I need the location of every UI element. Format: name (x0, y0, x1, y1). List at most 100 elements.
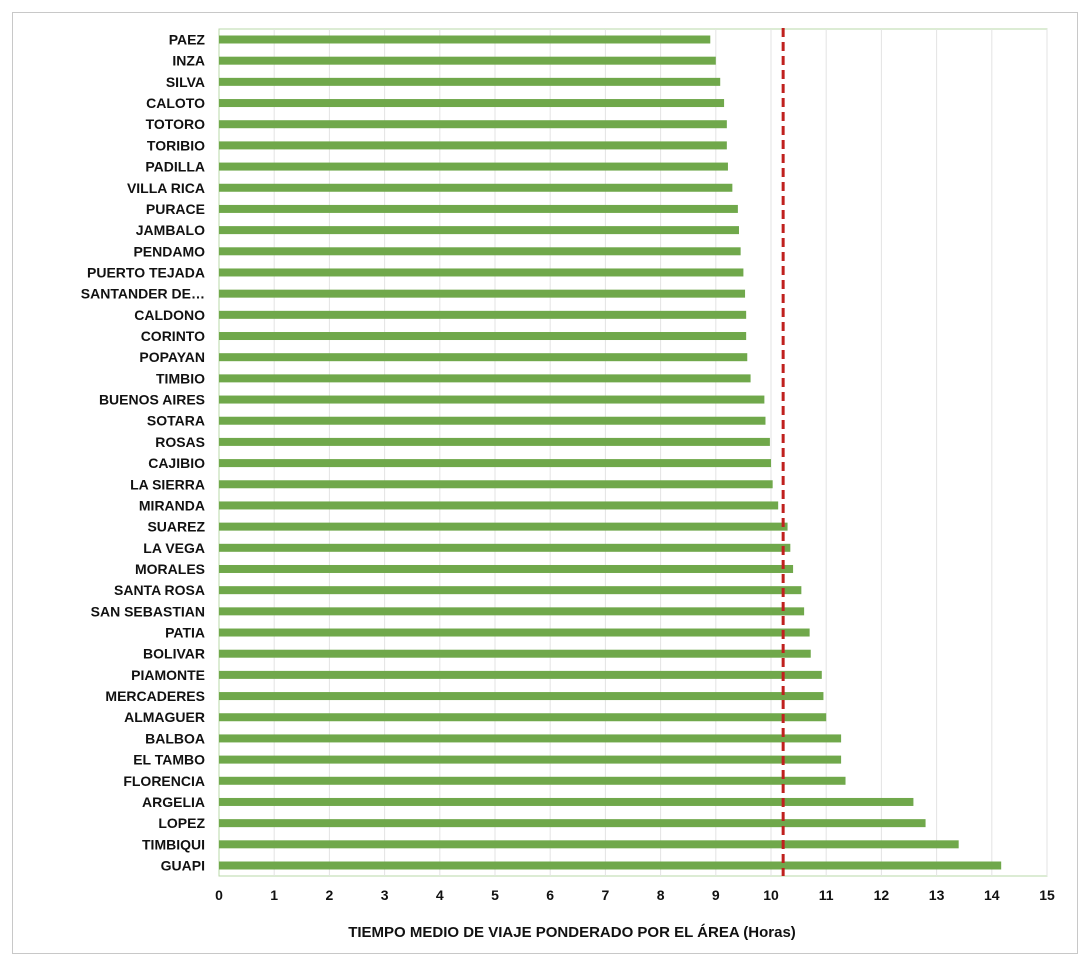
x-axis-title: TIEMPO MEDIO DE VIAJE PONDERADO POR EL Á… (348, 924, 796, 941)
category-label: PURACE (146, 201, 205, 217)
category-label: TIMBIQUI (142, 836, 205, 852)
bar (219, 755, 842, 764)
bar (219, 204, 738, 213)
bar (219, 289, 746, 298)
bar (219, 310, 747, 319)
category-label: FLORENCIA (123, 773, 205, 789)
x-tick-label: 11 (819, 887, 834, 903)
bar (219, 861, 1002, 870)
bar (219, 35, 711, 44)
category-label: BALBOA (145, 730, 205, 746)
bar (219, 120, 727, 129)
x-tick-label: 10 (763, 887, 779, 903)
bar (219, 459, 771, 468)
category-label: MERCADERES (105, 688, 205, 704)
chart-frame (12, 12, 1078, 954)
x-tick-label: 4 (436, 887, 444, 903)
x-tick-labels: 0 1 2 3 4 5 6 7 8 9 10 11 12 13 14 15 (215, 887, 1055, 903)
bar (219, 480, 773, 489)
bar (219, 649, 811, 658)
bar (219, 374, 751, 383)
x-tick-label: 6 (546, 887, 554, 903)
category-label: MIRANDA (139, 497, 205, 513)
bar (219, 332, 747, 341)
bar (219, 797, 914, 806)
bar (219, 162, 728, 171)
category-label: LA SIERRA (130, 476, 205, 492)
bar (219, 395, 765, 404)
bar (219, 776, 846, 785)
category-label: MORALES (135, 561, 205, 577)
x-tick-label: 8 (657, 887, 665, 903)
category-label: BUENOS AIRES (99, 392, 205, 408)
bar (219, 819, 926, 828)
category-label: PUERTO TEJADA (87, 264, 205, 280)
bar (219, 226, 739, 235)
category-label: TIMBIO (156, 370, 205, 386)
category-label: PADILLA (145, 159, 205, 175)
bar (219, 543, 791, 552)
bar (219, 77, 721, 86)
category-label: EL TAMBO (133, 752, 205, 768)
x-tick-label: 13 (929, 887, 945, 903)
bar (219, 586, 802, 595)
x-tick-label: 7 (602, 887, 610, 903)
x-tick-label: 14 (984, 887, 1000, 903)
category-label: PAEZ (169, 32, 206, 48)
category-label: SOTARA (147, 413, 205, 429)
category-label: SUAREZ (147, 519, 205, 535)
bar (219, 628, 810, 637)
bars (219, 35, 1002, 870)
bar (219, 416, 766, 425)
x-tick-label: 3 (381, 887, 389, 903)
category-label: VILLA RICA (127, 180, 205, 196)
bar (219, 564, 794, 573)
category-label: PATIA (165, 625, 205, 641)
category-label: TOTORO (146, 116, 205, 132)
plot-area (218, 28, 1048, 877)
category-label: CAJIBIO (148, 455, 205, 471)
bar (219, 692, 824, 701)
x-tick-label: 12 (874, 887, 890, 903)
x-tick-label: 5 (491, 887, 499, 903)
category-label: LA VEGA (143, 540, 205, 556)
bar (219, 353, 748, 362)
bar (219, 183, 733, 192)
category-label: CALOTO (146, 95, 205, 111)
bar (219, 840, 959, 849)
category-label: SAN SEBASTIAN (91, 603, 205, 619)
x-tick-label: 15 (1039, 887, 1055, 903)
category-label: INZA (172, 53, 205, 69)
category-label: ROSAS (155, 434, 205, 450)
bar (219, 141, 727, 150)
category-label: LOPEZ (158, 815, 205, 831)
category-label: ARGELIA (142, 794, 205, 810)
bar (219, 99, 725, 108)
category-label: BOLIVAR (143, 646, 205, 662)
category-label: ALMAGUER (124, 709, 205, 725)
category-label: TORIBIO (147, 137, 205, 153)
x-tick-label: 2 (326, 887, 334, 903)
bar (219, 713, 827, 722)
x-tick-label: 9 (712, 887, 720, 903)
category-label: JAMBALO (136, 222, 205, 238)
x-tick-label: 0 (215, 887, 223, 903)
category-label: SILVA (166, 74, 205, 90)
bar (219, 607, 805, 616)
category-label: PIAMONTE (131, 667, 205, 683)
bar (219, 670, 822, 679)
category-label: GUAPI (161, 858, 205, 874)
category-label: SANTANDER DE… (81, 286, 205, 302)
x-tick-label: 1 (270, 887, 278, 903)
category-label: POPAYAN (139, 349, 205, 365)
category-label: PENDAMO (133, 243, 205, 259)
category-label: SANTA ROSA (114, 582, 205, 598)
bar (219, 437, 770, 446)
bar (219, 522, 788, 531)
category-labels: PAEZ INZA SILVA CALOTO TOTORO TORIBIO PADILLA V… (81, 32, 206, 874)
bar (219, 268, 744, 277)
category-label: CORINTO (141, 328, 205, 344)
bar (219, 247, 741, 256)
bar (219, 56, 716, 65)
